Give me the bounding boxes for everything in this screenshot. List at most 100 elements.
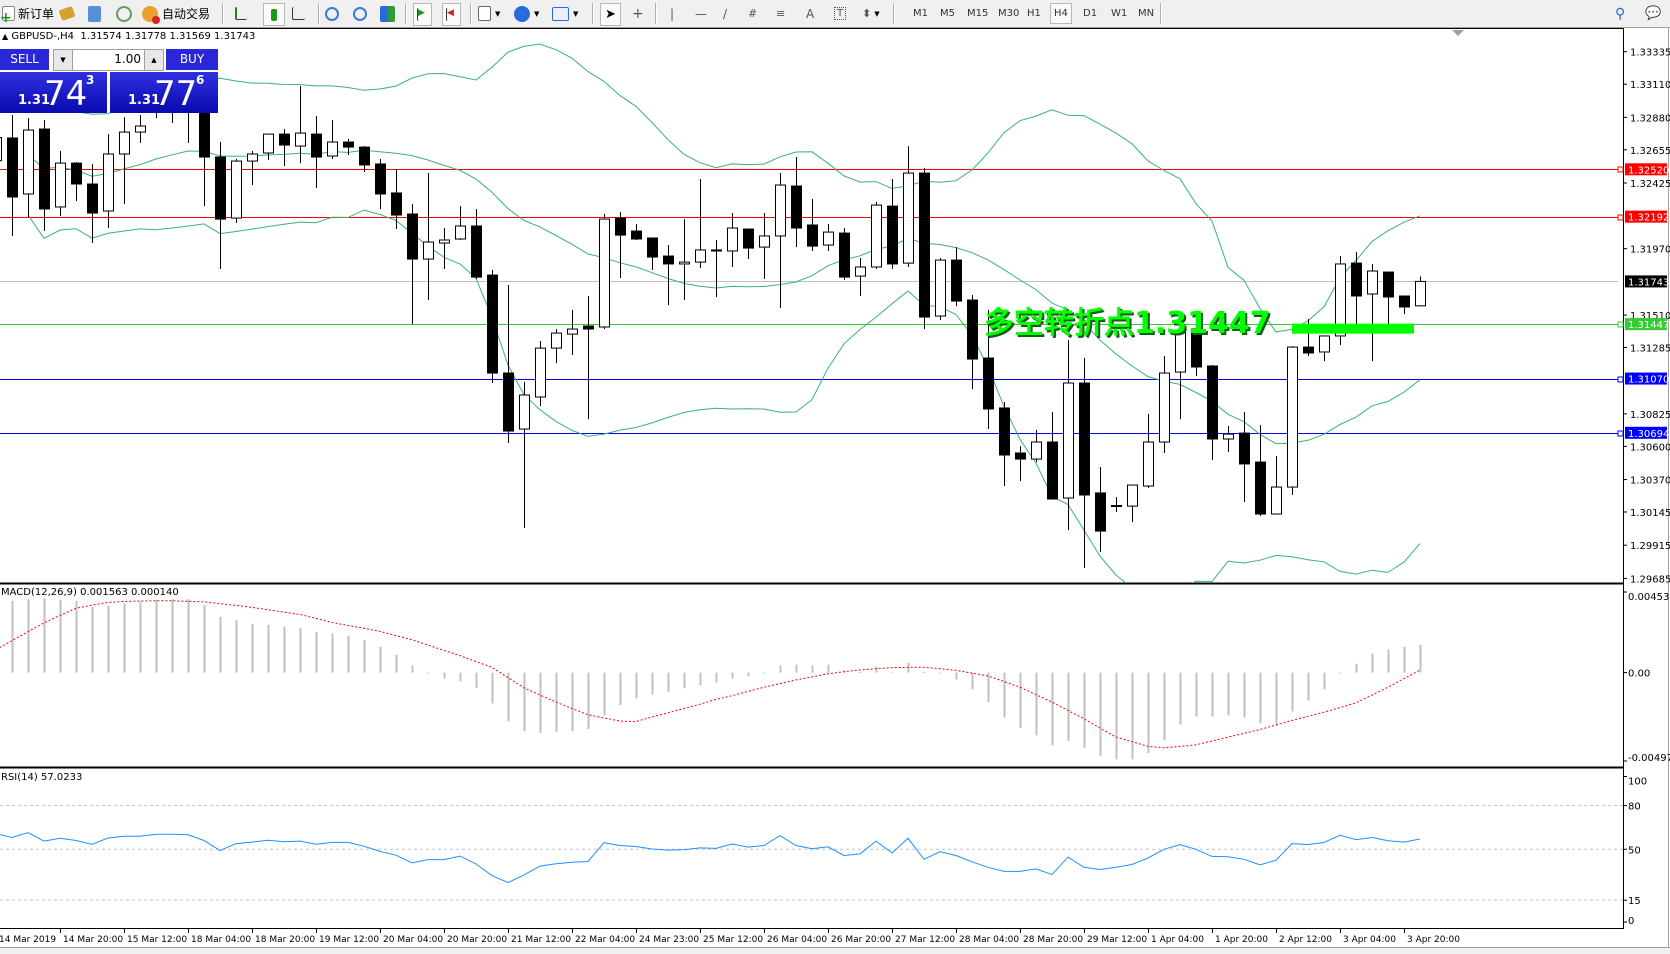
- candle[interactable]: [215, 142, 226, 270]
- candle[interactable]: [71, 162, 82, 202]
- candle[interactable]: [1159, 356, 1170, 453]
- pivot-annotation-text[interactable]: 多空转折点1.31447: [984, 306, 1271, 341]
- candle[interactable]: [583, 295, 594, 420]
- candle[interactable]: [1031, 430, 1042, 463]
- candle[interactable]: [631, 223, 642, 241]
- candle[interactable]: [871, 202, 882, 270]
- text-label-tool[interactable]: T: [834, 3, 847, 24]
- vertical-line-tool[interactable]: |: [670, 3, 674, 24]
- line-handle[interactable]: [1617, 166, 1624, 173]
- candle[interactable]: [919, 168, 930, 330]
- candle[interactable]: [55, 150, 66, 217]
- signals-button[interactable]: [116, 3, 132, 24]
- line-handle[interactable]: [1617, 376, 1624, 383]
- candle[interactable]: [935, 258, 946, 321]
- candle[interactable]: [1063, 340, 1074, 531]
- candle[interactable]: [727, 213, 738, 267]
- auto-trading-button[interactable]: 自动交易: [142, 3, 210, 24]
- candle[interactable]: [743, 228, 754, 260]
- candle[interactable]: [887, 178, 898, 270]
- candle[interactable]: [263, 133, 274, 160]
- candle[interactable]: [119, 117, 130, 205]
- candle[interactable]: [1367, 263, 1378, 362]
- candle[interactable]: [1015, 446, 1026, 481]
- candle[interactable]: [951, 247, 962, 307]
- candle[interactable]: [695, 178, 706, 269]
- candle[interactable]: [503, 285, 514, 444]
- candle[interactable]: [647, 237, 658, 271]
- candle[interactable]: [247, 150, 258, 186]
- candle[interactable]: [823, 223, 834, 251]
- candle[interactable]: [327, 120, 338, 160]
- candle[interactable]: [1175, 314, 1186, 420]
- candle[interactable]: [679, 219, 690, 301]
- timeframe-m15[interactable]: M15: [967, 8, 989, 19]
- candle[interactable]: [855, 258, 866, 296]
- candle[interactable]: [1095, 466, 1106, 552]
- timeframe-h4[interactable]: H4: [1050, 3, 1072, 24]
- sell-button[interactable]: SELL: [0, 49, 49, 72]
- candle[interactable]: [407, 204, 418, 324]
- candle[interactable]: [1319, 335, 1330, 362]
- indicators-button[interactable]: ▼: [478, 3, 500, 24]
- candle[interactable]: [231, 159, 242, 223]
- candle[interactable]: [1191, 324, 1202, 377]
- templates-button[interactable]: ▼: [552, 3, 578, 24]
- candle[interactable]: [791, 157, 802, 248]
- candle[interactable]: [567, 309, 578, 356]
- candle[interactable]: [471, 208, 482, 279]
- candle[interactable]: [1415, 276, 1426, 307]
- candle[interactable]: [0, 126, 2, 177]
- candle-chart-button[interactable]: [263, 3, 285, 26]
- search-button[interactable]: ⚲: [1615, 3, 1625, 24]
- candle[interactable]: [775, 173, 786, 308]
- candle[interactable]: [1383, 271, 1394, 324]
- candle[interactable]: [983, 309, 994, 430]
- candle[interactable]: [295, 86, 306, 164]
- chart-shift-marker[interactable]: [1452, 30, 1464, 36]
- line-handle[interactable]: [1617, 430, 1624, 437]
- candle[interactable]: [903, 146, 914, 267]
- timeframe-m30[interactable]: M30: [998, 8, 1020, 19]
- candle[interactable]: [1047, 412, 1058, 500]
- chart-shift-button[interactable]: ◀: [442, 3, 461, 26]
- candle[interactable]: [135, 115, 146, 144]
- tile-windows-button[interactable]: [380, 3, 395, 24]
- candle[interactable]: [455, 206, 466, 241]
- collapse-triangle-icon[interactable]: ▲: [2, 32, 9, 41]
- candle[interactable]: [535, 341, 546, 407]
- candle[interactable]: [439, 228, 450, 270]
- auto-scroll-button[interactable]: ▶: [413, 3, 432, 26]
- candle[interactable]: [1079, 358, 1090, 569]
- candle[interactable]: [423, 173, 434, 301]
- lot-decrease-button[interactable]: ▼: [54, 50, 73, 70]
- candle[interactable]: [839, 228, 850, 280]
- candle[interactable]: [1223, 426, 1234, 452]
- candle[interactable]: [279, 129, 290, 166]
- candle[interactable]: [519, 381, 530, 529]
- candle[interactable]: [359, 146, 370, 173]
- candle[interactable]: [1399, 295, 1410, 315]
- candle[interactable]: [1143, 414, 1154, 489]
- fibonacci-tool[interactable]: ≡: [776, 3, 785, 24]
- candle[interactable]: [39, 120, 50, 232]
- candle[interactable]: [1271, 456, 1282, 515]
- candle[interactable]: [1207, 364, 1218, 461]
- candle[interactable]: [663, 245, 674, 306]
- crosshair-tool[interactable]: +: [632, 3, 644, 24]
- timeframe-m1[interactable]: M1: [913, 8, 928, 19]
- sell-price-button[interactable]: 1.31 74 3: [0, 72, 107, 113]
- candle[interactable]: [1111, 497, 1122, 513]
- candle[interactable]: [87, 164, 98, 244]
- bar-chart-button[interactable]: [235, 3, 247, 24]
- zoom-out-button[interactable]: [353, 3, 367, 24]
- channel-tool[interactable]: #: [748, 3, 757, 24]
- candle[interactable]: [487, 270, 498, 384]
- line-chart-button[interactable]: [292, 3, 305, 24]
- candle[interactable]: [7, 115, 18, 236]
- arrows-tool[interactable]: ⬍ ▼: [862, 3, 880, 24]
- candle[interactable]: [375, 159, 386, 209]
- candle[interactable]: [1127, 484, 1138, 522]
- text-tool[interactable]: A: [806, 3, 814, 24]
